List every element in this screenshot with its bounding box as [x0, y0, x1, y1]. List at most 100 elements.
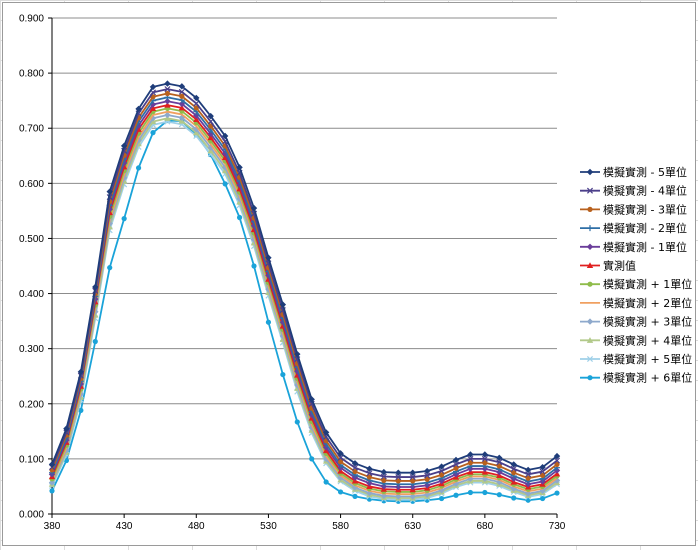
data-point [149, 101, 157, 108]
data-point [135, 105, 142, 113]
legend-label: 模擬實測 + 1單位 [603, 277, 692, 291]
data-point [135, 165, 142, 171]
data-point [554, 490, 560, 496]
x-tick-label: 580 [332, 521, 349, 532]
data-point [481, 451, 489, 458]
data-point [482, 489, 488, 496]
data-point [395, 469, 402, 476]
x-tick-label: 630 [404, 521, 421, 532]
data-point [294, 419, 300, 425]
data-point [265, 254, 272, 261]
legend-label: 模擬實測 - 1單位 [603, 240, 687, 254]
series-1 [48, 86, 561, 481]
legend-label: 模擬實測 - 2單位 [603, 221, 687, 235]
data-point [221, 150, 229, 157]
data-point [106, 188, 113, 195]
legend-swatch-marker [586, 337, 594, 343]
legend-entry-4: 模擬實測 - 1單位 [580, 240, 687, 254]
plot-area [48, 80, 561, 504]
series-line [51, 120, 558, 501]
data-point [164, 90, 171, 97]
data-point [410, 478, 416, 484]
data-point [193, 100, 200, 107]
data-point [48, 479, 56, 486]
x-tick-label: 680 [477, 521, 494, 532]
data-point [193, 94, 200, 102]
data-point [193, 116, 200, 122]
data-point [409, 474, 416, 481]
data-point [438, 472, 445, 478]
legend-swatch-marker [586, 318, 594, 325]
data-point [207, 130, 214, 137]
series-4 [48, 98, 561, 491]
data-point [250, 222, 258, 229]
data-point [337, 450, 344, 457]
data-point [78, 407, 84, 413]
data-point [236, 164, 243, 171]
data-point [496, 492, 502, 498]
y-tick-label: 0.500 [19, 234, 44, 245]
data-point [438, 467, 445, 475]
data-point [207, 134, 214, 141]
legend-label: 模擬實測 + 5單位 [603, 352, 692, 366]
x-tick-label: 730 [549, 521, 566, 532]
data-point [525, 475, 531, 481]
data-point [92, 338, 98, 345]
y-tick-label: 0.200 [19, 399, 44, 410]
legend-swatch-marker [586, 355, 594, 363]
data-point [120, 142, 128, 150]
data-point [164, 80, 171, 87]
data-point [149, 105, 157, 111]
x-tick-label: 480 [188, 521, 205, 532]
legend-label: 模擬實測 - 5單位 [603, 165, 687, 179]
data-point [496, 454, 503, 461]
legend-entry-6: 模擬實測 + 1單位 [580, 277, 692, 291]
legend-label: 模擬實測 + 3單位 [603, 315, 692, 329]
data-point [323, 479, 329, 485]
legend-entry-3: 模擬實測 - 2單位 [580, 221, 687, 235]
data-point [366, 465, 373, 473]
data-point [511, 470, 517, 476]
data-point [553, 457, 561, 464]
data-point [279, 301, 287, 308]
data-point [149, 83, 157, 91]
data-point [525, 471, 532, 478]
data-point [308, 396, 315, 403]
legend-entry-7: 模擬實測 + 2單位 [580, 296, 692, 310]
data-point [467, 489, 474, 496]
data-point [482, 460, 488, 466]
legend-swatch-marker [587, 225, 593, 232]
data-point [337, 489, 344, 495]
data-point [178, 83, 186, 90]
data-point [164, 101, 171, 108]
series-line [51, 119, 558, 503]
data-point [352, 468, 358, 475]
data-point [380, 468, 388, 476]
data-point [510, 485, 517, 492]
data-point [511, 495, 517, 501]
y-tick-label: 0.700 [19, 124, 44, 135]
data-point [107, 265, 113, 271]
legend-label: 實測值 [603, 259, 636, 273]
legend-entry-5: 實測值 [580, 259, 636, 273]
legend-entry-2: 模擬實測 - 3單位 [580, 202, 687, 216]
data-point [351, 460, 359, 467]
data-point [294, 350, 301, 358]
legend-entry-0: 模擬實測 - 5單位 [580, 165, 687, 179]
data-point [381, 477, 387, 483]
data-point [164, 86, 171, 93]
legend-entry-8: 模擬實測 + 3單位 [580, 315, 692, 329]
series-line [51, 110, 558, 496]
data-point [496, 463, 502, 469]
y-tick-label: 0.300 [19, 344, 44, 355]
legend-label: 模擬實測 - 3單位 [603, 202, 687, 216]
data-point [467, 451, 474, 458]
data-point [193, 105, 199, 111]
legend-swatch-marker [586, 187, 594, 194]
data-point [265, 319, 272, 325]
data-point [92, 283, 99, 291]
series-line [51, 117, 558, 499]
data-point [438, 495, 445, 502]
legend-entry-9: 模擬實測 + 4單位 [580, 333, 692, 347]
